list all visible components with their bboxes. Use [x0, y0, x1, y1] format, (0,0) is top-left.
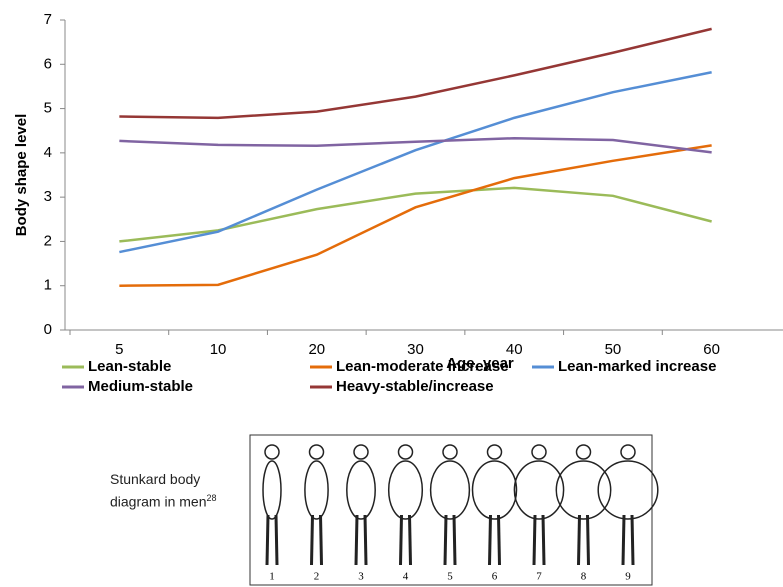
x-tick-label: 40 — [506, 341, 523, 358]
figure-number: 2 — [314, 571, 320, 583]
y-tick-label: 2 — [44, 232, 52, 249]
figure-leg — [410, 515, 411, 565]
figure-leg — [543, 515, 544, 565]
y-tick-label: 7 — [44, 11, 52, 28]
legend-label: Medium-stable — [88, 378, 193, 395]
figure-leg — [490, 515, 491, 565]
figure-leg — [365, 515, 366, 565]
legend-label: Heavy-stable/increase — [336, 378, 494, 395]
figure-number: 4 — [403, 571, 409, 583]
figure-number: 1 — [269, 571, 275, 583]
figure-leg — [321, 515, 322, 565]
y-tick-label: 6 — [44, 55, 52, 72]
figure-leg — [632, 515, 633, 565]
x-tick-label: 5 — [115, 341, 123, 358]
y-tick-label: 3 — [44, 188, 52, 205]
legend-label: Lean-marked increase — [558, 358, 716, 375]
figure-leg — [454, 515, 455, 565]
series-line — [119, 72, 711, 252]
figure-leg — [623, 515, 624, 565]
page: Body shape level Age, year 0123456751020… — [0, 0, 783, 587]
y-axis-label: Body shape level — [13, 114, 30, 237]
figure-number: 5 — [447, 571, 453, 583]
figure-number: 8 — [581, 571, 587, 583]
figure-number: 3 — [358, 571, 364, 583]
figure-leg — [276, 515, 277, 565]
caption-text: Stunkard body diagram in men — [110, 471, 207, 510]
caption-reference: 28 — [207, 493, 217, 503]
figure-caption: Stunkard body diagram in men28 — [110, 470, 240, 512]
y-tick-label: 1 — [44, 277, 52, 294]
x-tick-label: 10 — [210, 341, 227, 358]
legend-label: Lean-moderate increase — [336, 358, 509, 375]
x-tick-label: 50 — [605, 341, 622, 358]
figure-leg — [445, 515, 446, 565]
series-line — [119, 29, 711, 118]
figure-leg — [356, 515, 357, 565]
figure-number: 7 — [536, 571, 542, 583]
series-line — [119, 145, 711, 285]
x-tick-label: 60 — [703, 341, 720, 358]
figure-leg — [588, 515, 589, 565]
x-tick-label: 20 — [308, 341, 325, 358]
figure-leg — [534, 515, 535, 565]
figure-leg — [499, 515, 500, 565]
figure-leg — [401, 515, 402, 565]
legend-label: Lean-stable — [88, 358, 171, 375]
figure-leg — [267, 515, 268, 565]
x-tick-label: 30 — [407, 341, 424, 358]
figure-number: 6 — [492, 571, 498, 583]
figure-leg — [312, 515, 313, 565]
y-tick-label: 5 — [44, 100, 52, 117]
figure-leg — [579, 515, 580, 565]
y-tick-label: 4 — [44, 144, 52, 161]
y-tick-label: 0 — [44, 321, 52, 338]
figure-number: 9 — [625, 571, 631, 583]
